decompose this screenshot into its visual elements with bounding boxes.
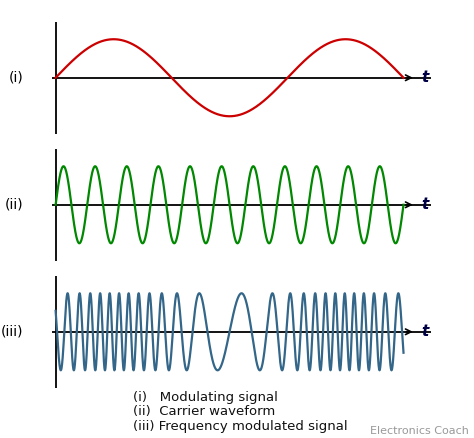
Text: Electronics Coach: Electronics Coach — [370, 426, 469, 436]
Text: (iii): (iii) — [1, 325, 24, 339]
Text: t: t — [421, 70, 428, 85]
Text: (i): (i) — [9, 71, 24, 85]
Text: (ii)  Carrier waveform: (ii) Carrier waveform — [133, 405, 275, 418]
Text: t: t — [421, 197, 428, 212]
Text: (iii) Frequency modulated signal: (iii) Frequency modulated signal — [133, 420, 347, 433]
Text: t: t — [421, 324, 428, 339]
Text: (i)   Modulating signal: (i) Modulating signal — [133, 391, 278, 404]
Text: (ii): (ii) — [5, 198, 24, 212]
